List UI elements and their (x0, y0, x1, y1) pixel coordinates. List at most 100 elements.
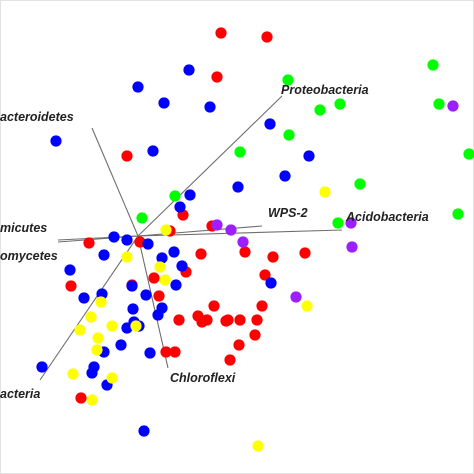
label-firmicutes: micutes (0, 221, 47, 235)
data-point (121, 150, 133, 162)
data-point (259, 269, 271, 281)
data-point (252, 440, 264, 452)
data-point (264, 118, 276, 130)
data-point (159, 274, 171, 286)
data-point (239, 246, 251, 258)
data-point (234, 314, 246, 326)
data-point (169, 190, 181, 202)
data-point (152, 309, 164, 321)
data-point (108, 231, 120, 243)
data-point (92, 332, 104, 344)
data-point (334, 98, 346, 110)
data-point (452, 208, 464, 220)
data-point (106, 320, 118, 332)
data-point (169, 346, 181, 358)
data-point (345, 217, 357, 229)
data-point (256, 300, 268, 312)
data-point (50, 135, 62, 147)
data-point (130, 320, 142, 332)
data-point (121, 234, 133, 246)
data-point (290, 291, 302, 303)
data-point (138, 425, 150, 437)
vector-line-chloroflexi (137, 235, 169, 369)
data-point (154, 261, 166, 273)
data-point (170, 279, 182, 291)
data-point (85, 311, 97, 323)
data-point (36, 361, 48, 373)
data-point (86, 394, 98, 406)
data-point (427, 59, 439, 71)
vector-line-proteobacteria (137, 95, 283, 237)
data-point (251, 314, 263, 326)
data-point (98, 249, 110, 261)
data-point (127, 303, 139, 315)
data-point (184, 189, 196, 201)
data-point (75, 392, 87, 404)
data-point (299, 247, 311, 259)
data-point (237, 236, 249, 248)
data-point (174, 201, 186, 213)
data-point (463, 148, 474, 160)
data-point (176, 260, 188, 272)
data-point (83, 237, 95, 249)
vector-line-bacteroidetes (91, 127, 139, 237)
data-point (332, 217, 344, 229)
data-point (142, 238, 154, 250)
data-point (232, 181, 244, 193)
data-point (91, 344, 103, 356)
data-point (211, 71, 223, 83)
data-point (265, 277, 277, 289)
data-point (354, 178, 366, 190)
label-actinomycetes: omycetes (0, 249, 58, 263)
label-bacteria: acteria (0, 387, 40, 401)
data-point (168, 246, 180, 258)
data-point (346, 241, 358, 253)
data-point (160, 224, 172, 236)
data-point (160, 346, 172, 358)
data-point (433, 98, 445, 110)
data-point (115, 339, 127, 351)
data-point (106, 372, 118, 384)
data-point (215, 27, 227, 39)
data-point (156, 252, 168, 264)
label-chloroflexi: Chloroflexi (170, 371, 236, 385)
data-point (95, 296, 107, 308)
data-point (140, 289, 152, 301)
data-point (67, 368, 79, 380)
data-point (319, 186, 331, 198)
data-point (78, 292, 90, 304)
vector-line-bacteria (39, 235, 139, 381)
vector-labels: Proteobacteria acteroidetes micutes omyc… (0, 83, 429, 401)
label-wps2: WPS-2 (268, 206, 308, 220)
data-point (147, 145, 159, 157)
data-point (158, 97, 170, 109)
data-point (65, 280, 77, 292)
data-point (234, 146, 246, 158)
data-point (220, 315, 232, 327)
data-point (195, 248, 207, 260)
data-point (144, 347, 156, 359)
data-point (224, 354, 236, 366)
data-point (74, 324, 86, 336)
data-point (208, 300, 220, 312)
data-point (86, 367, 98, 379)
data-point (204, 101, 216, 113)
data-point (303, 150, 315, 162)
data-point (132, 81, 144, 93)
data-point (196, 316, 208, 328)
data-point (153, 290, 165, 302)
data-point (447, 100, 459, 112)
data-point (261, 31, 273, 43)
data-point (211, 219, 223, 231)
label-proteobacteria: Proteobacteria (281, 83, 369, 97)
data-point (249, 329, 261, 341)
label-bacteroidetes: acteroidetes (0, 110, 74, 124)
data-point (301, 300, 313, 312)
data-point (64, 264, 76, 276)
data-point (267, 251, 279, 263)
data-point (233, 339, 245, 351)
data-point (183, 64, 195, 76)
vector-arrows (39, 95, 343, 381)
